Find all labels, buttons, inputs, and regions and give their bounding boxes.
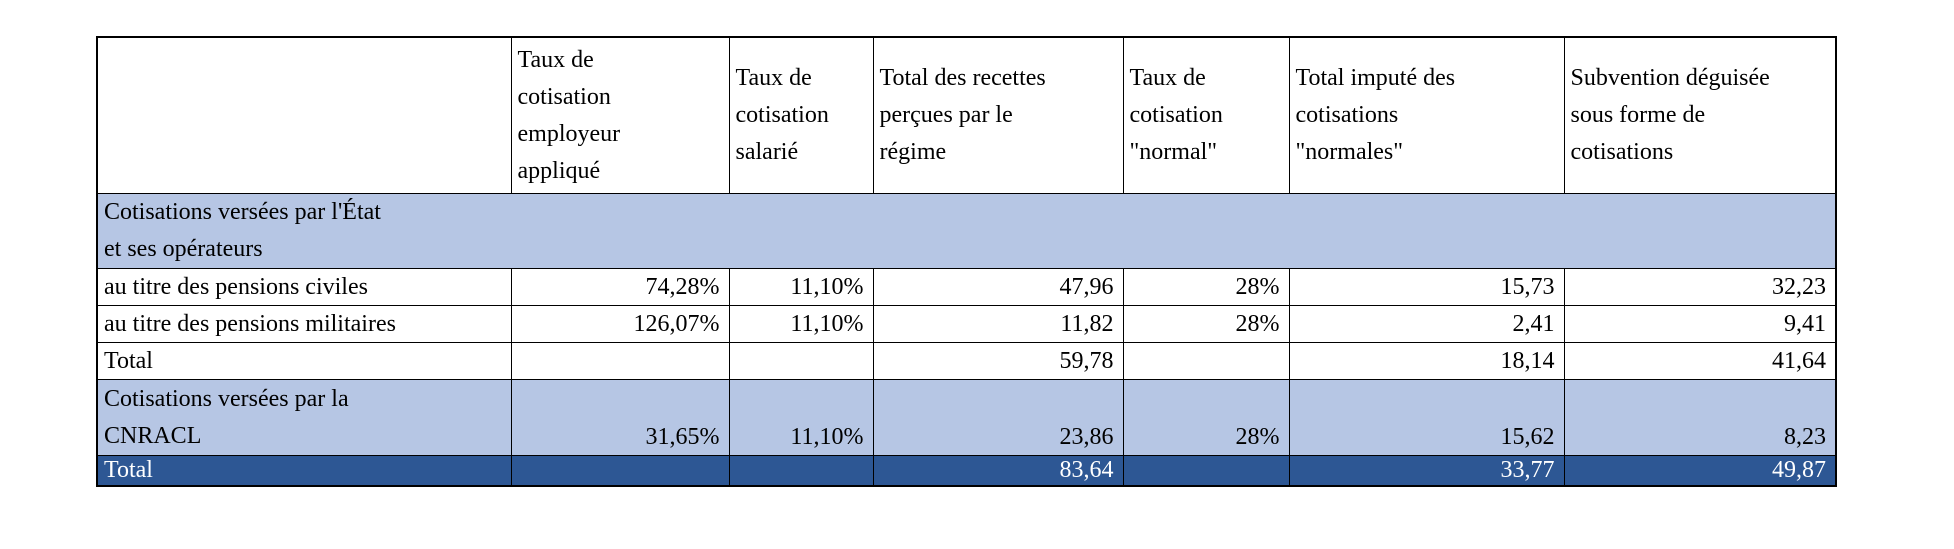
header-cell-subvention: Subvention déguisée sous forme de cotisa… bbox=[1563, 36, 1837, 194]
cell-taux-employeur bbox=[510, 455, 730, 487]
section-label-etat: Cotisations versées par l'État et ses op… bbox=[96, 193, 1837, 269]
cell-taux-salarie: 11,10% bbox=[728, 305, 874, 343]
table-row-cnracl: Cotisations versées par la CNRACL 31,65%… bbox=[96, 379, 1837, 456]
row-label: Total bbox=[96, 342, 512, 380]
cell-taux-normal bbox=[1122, 455, 1290, 487]
header-cell-taux-salarie: Taux de cotisation salarié bbox=[728, 36, 874, 194]
cell-taux-salarie bbox=[728, 455, 874, 487]
cell-total-recettes: 47,96 bbox=[872, 268, 1124, 306]
row-label: au titre des pensions civiles bbox=[96, 268, 512, 306]
pension-contributions-table: Taux de cotisation employeur appliqué Ta… bbox=[96, 36, 1837, 487]
header-cell-total-recettes: Total des recettes perçues par le régime bbox=[872, 36, 1124, 194]
cell-total-impute: 15,73 bbox=[1288, 268, 1565, 306]
cell-subvention: 41,64 bbox=[1563, 342, 1837, 380]
table-header-row: Taux de cotisation employeur appliqué Ta… bbox=[96, 36, 1837, 194]
table-row-subtotal-etat: Total 59,78 18,14 41,64 bbox=[96, 342, 1837, 380]
table-row-grand-total: Total 83,64 33,77 49,87 bbox=[96, 455, 1837, 487]
cell-subvention: 32,23 bbox=[1563, 268, 1837, 306]
cell-total-impute: 18,14 bbox=[1288, 342, 1565, 380]
cell-taux-employeur: 126,07% bbox=[510, 305, 730, 343]
cell-taux-normal bbox=[1122, 342, 1290, 380]
row-label: Cotisations versées par la CNRACL bbox=[96, 379, 512, 456]
cell-total-impute: 15,62 bbox=[1288, 379, 1565, 456]
cell-taux-employeur: 31,65% bbox=[510, 379, 730, 456]
header-cell-empty bbox=[96, 36, 512, 194]
cell-total-impute: 33,77 bbox=[1288, 455, 1565, 487]
cell-taux-normal: 28% bbox=[1122, 305, 1290, 343]
table-row-pensions-militaires: au titre des pensions militaires 126,07%… bbox=[96, 305, 1837, 343]
cell-taux-normal: 28% bbox=[1122, 268, 1290, 306]
header-cell-total-impute: Total imputé des cotisations "normales" bbox=[1288, 36, 1565, 194]
cell-total-impute: 2,41 bbox=[1288, 305, 1565, 343]
cell-total-recettes: 59,78 bbox=[872, 342, 1124, 380]
header-cell-taux-normal: Taux de cotisation "normal" bbox=[1122, 36, 1290, 194]
cell-subvention: 8,23 bbox=[1563, 379, 1837, 456]
row-label: au titre des pensions militaires bbox=[96, 305, 512, 343]
cell-taux-salarie: 11,10% bbox=[728, 379, 874, 456]
header-cell-taux-employeur: Taux de cotisation employeur appliqué bbox=[510, 36, 730, 194]
cell-total-recettes: 83,64 bbox=[872, 455, 1124, 487]
table-row-pensions-civiles: au titre des pensions civiles 74,28% 11,… bbox=[96, 268, 1837, 306]
cell-taux-salarie: 11,10% bbox=[728, 268, 874, 306]
row-label: Total bbox=[96, 455, 512, 487]
cell-subvention: 9,41 bbox=[1563, 305, 1837, 343]
cell-total-recettes: 23,86 bbox=[872, 379, 1124, 456]
cell-total-recettes: 11,82 bbox=[872, 305, 1124, 343]
cell-subvention: 49,87 bbox=[1563, 455, 1837, 487]
cell-taux-salarie bbox=[728, 342, 874, 380]
cell-taux-employeur bbox=[510, 342, 730, 380]
section-row-etat: Cotisations versées par l'État et ses op… bbox=[96, 193, 1837, 269]
cell-taux-employeur: 74,28% bbox=[510, 268, 730, 306]
cell-taux-normal: 28% bbox=[1122, 379, 1290, 456]
